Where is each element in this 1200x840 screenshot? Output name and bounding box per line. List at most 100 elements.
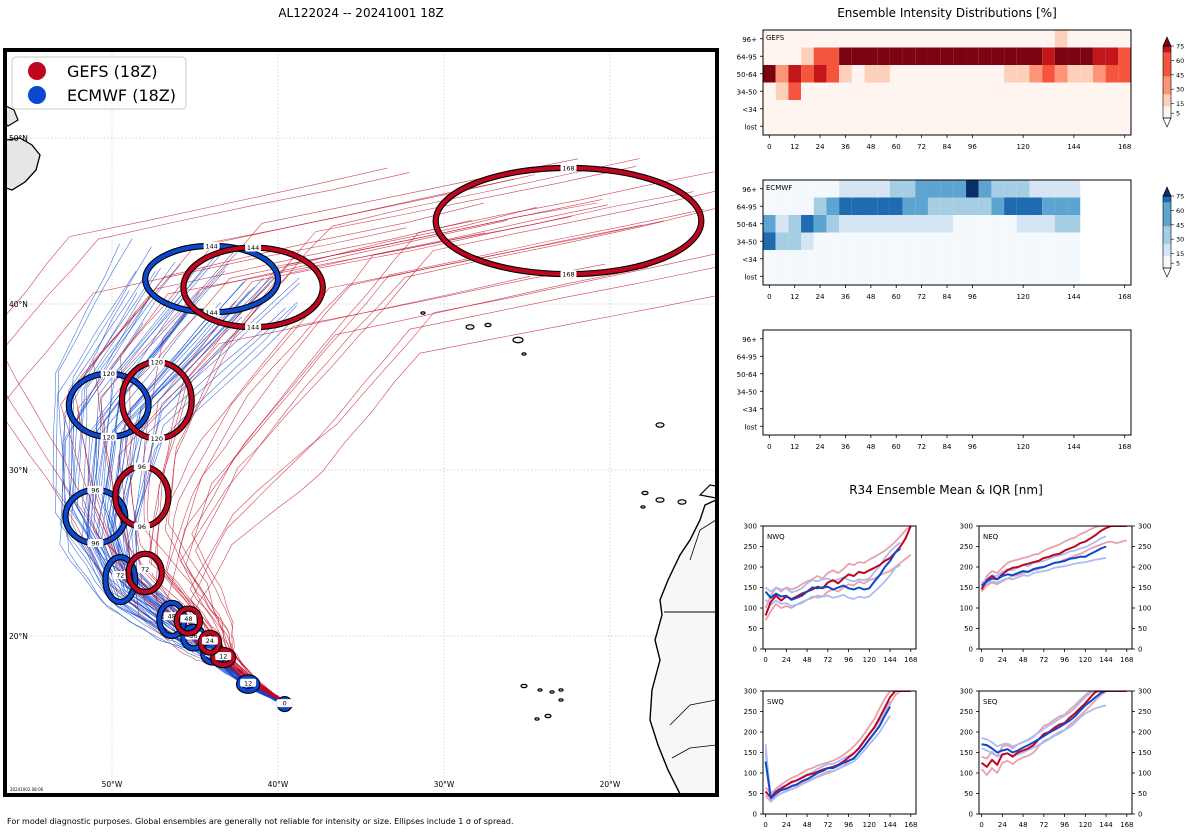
colorbar-tick-label: 60: [1176, 207, 1184, 215]
y-tick-label-right: 200: [1138, 729, 1151, 737]
heatmap-cell: [1029, 250, 1043, 268]
lon-label: 40°W: [268, 780, 289, 789]
x-tick-label: 12: [790, 143, 799, 151]
heatmap-cell: [991, 65, 1005, 83]
y-tick-label: 300: [744, 523, 757, 531]
y-tick-label: 50: [964, 790, 973, 798]
heatmap-cell: [864, 250, 878, 268]
y-tick-label: 200: [744, 564, 757, 572]
heatmap-cell: [902, 197, 916, 216]
label-bg: [87, 485, 104, 494]
x-tick-label: 96: [1060, 656, 1069, 664]
heatmap-cell: [839, 232, 852, 251]
forecast-hour-label: 120: [100, 369, 117, 378]
heatmap-cell: [927, 180, 941, 198]
colorbar-segment: [1163, 76, 1171, 83]
intensity-distributions: GEFS 96+ 64-95 50-64 34-50 <34 lost 0 12 24 36 48 60…: [737, 29, 1184, 451]
heatmap-cell: [889, 250, 903, 268]
heatmap-cell: [940, 117, 954, 136]
y-tick-label: 150: [744, 584, 757, 592]
heatmap-cell: [775, 197, 789, 216]
heatmap-cell: [966, 30, 979, 48]
gefs-q3-line: [980, 526, 1127, 588]
heatmap-cell: [940, 215, 954, 233]
heatmap-cell: [1105, 47, 1119, 66]
colorbar-tick-label: 45: [1176, 71, 1184, 79]
heatmap-cell: [826, 232, 840, 251]
x-tick-label: 120: [1016, 143, 1029, 151]
hour-text: 36: [189, 632, 197, 640]
x-tick-label: 48: [866, 293, 875, 301]
colorbar-segment: [1163, 214, 1171, 221]
heatmap-cell: [902, 215, 916, 233]
heatmap-cell: [1004, 30, 1017, 48]
x-tick-label: 36: [841, 443, 850, 451]
heatmap-cell: [788, 82, 802, 101]
heatmap-cell: [813, 30, 827, 48]
intensity-panel: 96+ 64-95 50-64 34-50 <34 lost 0 12 24 36 48 60 72 84…: [737, 329, 1132, 451]
row-label: 64-95: [737, 53, 757, 61]
heatmap-cell: [877, 180, 890, 198]
heatmap-cell: [953, 267, 967, 286]
x-tick-label: 24: [782, 656, 791, 664]
heatmap-cell: [991, 117, 1005, 136]
heatmap-cell: [978, 232, 992, 251]
map-legend: GEFS (18Z) ECMWF (18Z): [11, 56, 187, 110]
heatmap-cell: [1004, 82, 1017, 101]
x-tick-label: 96: [968, 293, 977, 301]
heatmap-cell: [1004, 250, 1017, 268]
heatmap-cell: [1067, 197, 1081, 216]
heatmap-cell: [978, 117, 992, 136]
heatmap-cell: [864, 30, 878, 48]
heatmap-cell: [940, 100, 954, 118]
heatmap-cell: [940, 65, 954, 83]
gefs-ellipses: 12 24 48 72 96 96 120 120 144 144 168 168: [112, 163, 705, 669]
ecmwf-mean-line: [981, 691, 1107, 754]
y-tick-label-right: 0: [1138, 646, 1142, 654]
heatmap-cell: [775, 215, 789, 233]
heatmap-cell: [877, 30, 890, 48]
island: [521, 352, 527, 356]
hour-text: 96: [138, 523, 146, 531]
heatmap-cell: [864, 232, 878, 251]
ensemble-member-track: [73, 202, 484, 703]
heatmap-cell: [851, 197, 865, 216]
island: [655, 422, 665, 428]
y-tick-label: 150: [960, 749, 973, 757]
ensemble-member-track: [166, 220, 665, 703]
x-tick-label: 144: [883, 656, 897, 664]
heatmap-cell: [839, 47, 852, 66]
colorbar-segment: [1163, 250, 1171, 257]
hour-text: 96: [138, 463, 146, 471]
x-tick-label: 72: [917, 443, 926, 451]
heatmap-cell: [851, 267, 865, 286]
heatmap-cell: [788, 250, 802, 268]
row-label: <34: [742, 106, 757, 114]
ecmwf-q3-line: [764, 700, 891, 796]
heatmap-cell: [813, 47, 827, 66]
heatmap-cell: [877, 232, 890, 251]
heatmap-cell: [1029, 82, 1043, 101]
colorbar-segment: [1163, 58, 1171, 65]
panel-label: ECMWF: [766, 184, 792, 192]
label-bg: [245, 323, 262, 332]
heatmap-cell: [839, 215, 852, 233]
heatmap-cell: [1042, 82, 1055, 101]
r34-series: [764, 526, 912, 621]
heatmap-cell: [1054, 180, 1068, 198]
heatmap-cell: [1067, 82, 1081, 101]
legend-gefs-marker: [28, 62, 46, 80]
heatmap-cell: [966, 250, 979, 268]
forecast-hour-label: 12: [215, 652, 232, 661]
coastlines: [6, 105, 716, 794]
heatmap-cell: [940, 180, 954, 198]
ecmwf-q1-line: [764, 715, 891, 803]
heatmap-cell: [915, 82, 928, 101]
panel-label: GEFS: [766, 34, 785, 42]
row-label: <34: [742, 256, 757, 264]
colorbar-segment: [1163, 220, 1171, 227]
heatmap-cell: [1092, 65, 1106, 83]
heatmap-cell: [991, 30, 1005, 48]
colorbar-segment: [1163, 232, 1171, 239]
heatmap-cell: [902, 250, 916, 268]
